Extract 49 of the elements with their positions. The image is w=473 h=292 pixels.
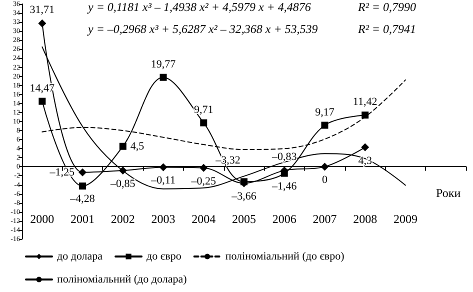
point: [119, 142, 126, 150]
data-label: 9,71: [194, 104, 214, 116]
data-label: 4,5: [130, 140, 145, 152]
data-label: 0: [322, 174, 328, 186]
data-label: 4,3: [358, 154, 372, 167]
point: [321, 122, 328, 129]
annotation: y = 0,1181 x³ – 1,4938 x² + 4,5979 x + 4,4876: [87, 0, 311, 14]
data-label: –0,83: [270, 150, 298, 163]
x-axis-title: Роки: [436, 186, 462, 200]
point: [78, 168, 87, 176]
legend-label: до долара: [57, 250, 103, 262]
data-label: –3,66: [230, 190, 257, 203]
data-label: –1,46: [270, 180, 298, 192]
x-tick-label: 2004: [192, 212, 216, 226]
data-label: –0,25: [190, 175, 217, 188]
data-label: 31,71: [30, 4, 55, 16]
x-tick-label: 2002: [110, 212, 135, 226]
annotation: y = –0,2968 x³ + 5,6287 x² – 32,368 x + 53,539: [87, 22, 318, 36]
x-tick-label: 2009: [393, 212, 418, 226]
data-label: –4,28: [69, 193, 96, 206]
legend-label: поліноміальний (до долара): [57, 274, 188, 286]
point: [200, 119, 208, 126]
data-label: 11,42: [352, 96, 378, 108]
x-tick-label: 2000: [30, 212, 54, 226]
point: [38, 98, 46, 105]
point: [160, 74, 167, 81]
point: [118, 166, 127, 175]
legend-label: до євро: [146, 250, 182, 262]
point: [159, 163, 168, 172]
data-label: 9,17: [315, 106, 335, 118]
point: [200, 164, 208, 172]
x-tick-label: 2005: [232, 212, 256, 226]
x-tick-label: 2008: [353, 212, 378, 226]
x-tick-label: 2001: [70, 212, 95, 226]
point: [361, 143, 370, 152]
x-tick-label: 2007: [312, 212, 337, 226]
x-tick-label: 2006: [272, 212, 296, 226]
point: [362, 112, 369, 119]
annotation: R² = 0,7941: [357, 22, 416, 36]
legend-label: поліноміальний (до євро): [225, 250, 345, 262]
point: [280, 170, 288, 177]
point: [79, 182, 86, 190]
point: [38, 19, 46, 28]
data-label: 19,77: [150, 58, 176, 70]
data-label: –0,85: [110, 178, 136, 190]
annotation: R² = 0,7990: [357, 0, 416, 14]
data-label: –0,11: [150, 174, 176, 187]
x-tick-label: 2003: [151, 212, 176, 226]
point: [320, 162, 329, 171]
